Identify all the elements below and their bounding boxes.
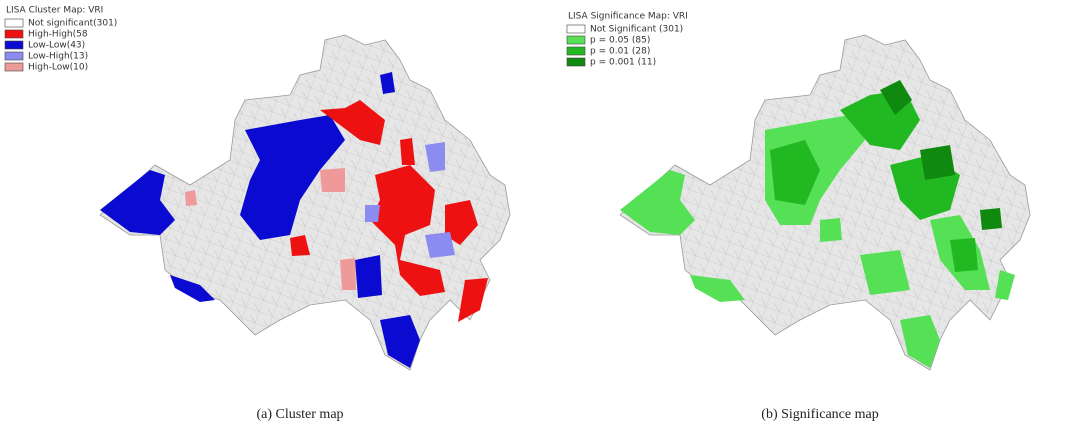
legend-label: p = 0.001 (11): [590, 58, 656, 68]
legend-title: LISA Significance Map: VRI: [568, 12, 688, 22]
legend-swatch: [4, 18, 24, 28]
caption: (a) Cluster map: [256, 407, 343, 422]
captions: (a) Cluster map (b) Significance map: [256, 407, 878, 422]
legend-label: Not significant(301): [28, 19, 117, 29]
legend-swatch: [4, 29, 24, 39]
significance-map: [619, 34, 1031, 371]
legend-title: LISA Cluster Map: VRI: [6, 6, 103, 16]
legend-label: p = 0.05 (85): [590, 36, 650, 46]
legend-label: Not Significant (301): [590, 25, 683, 35]
legend-swatch: [566, 57, 586, 67]
legend-label: p = 0.01 (28): [590, 47, 650, 57]
legend-label: High-High(58: [28, 30, 88, 40]
legend-swatch: [4, 40, 24, 50]
legend-swatch: [566, 46, 586, 56]
caption: (b) Significance map: [761, 407, 878, 422]
legend-swatch: [4, 51, 24, 61]
legend-swatch: [566, 24, 586, 34]
legend-label: High-Low(10): [28, 63, 88, 73]
legend-swatch: [4, 62, 24, 72]
legend-label: Low-Low(43): [28, 41, 85, 51]
legend-swatch: [566, 35, 586, 45]
legend-label: Low-High(13): [28, 52, 88, 62]
cluster-map: [99, 34, 511, 371]
